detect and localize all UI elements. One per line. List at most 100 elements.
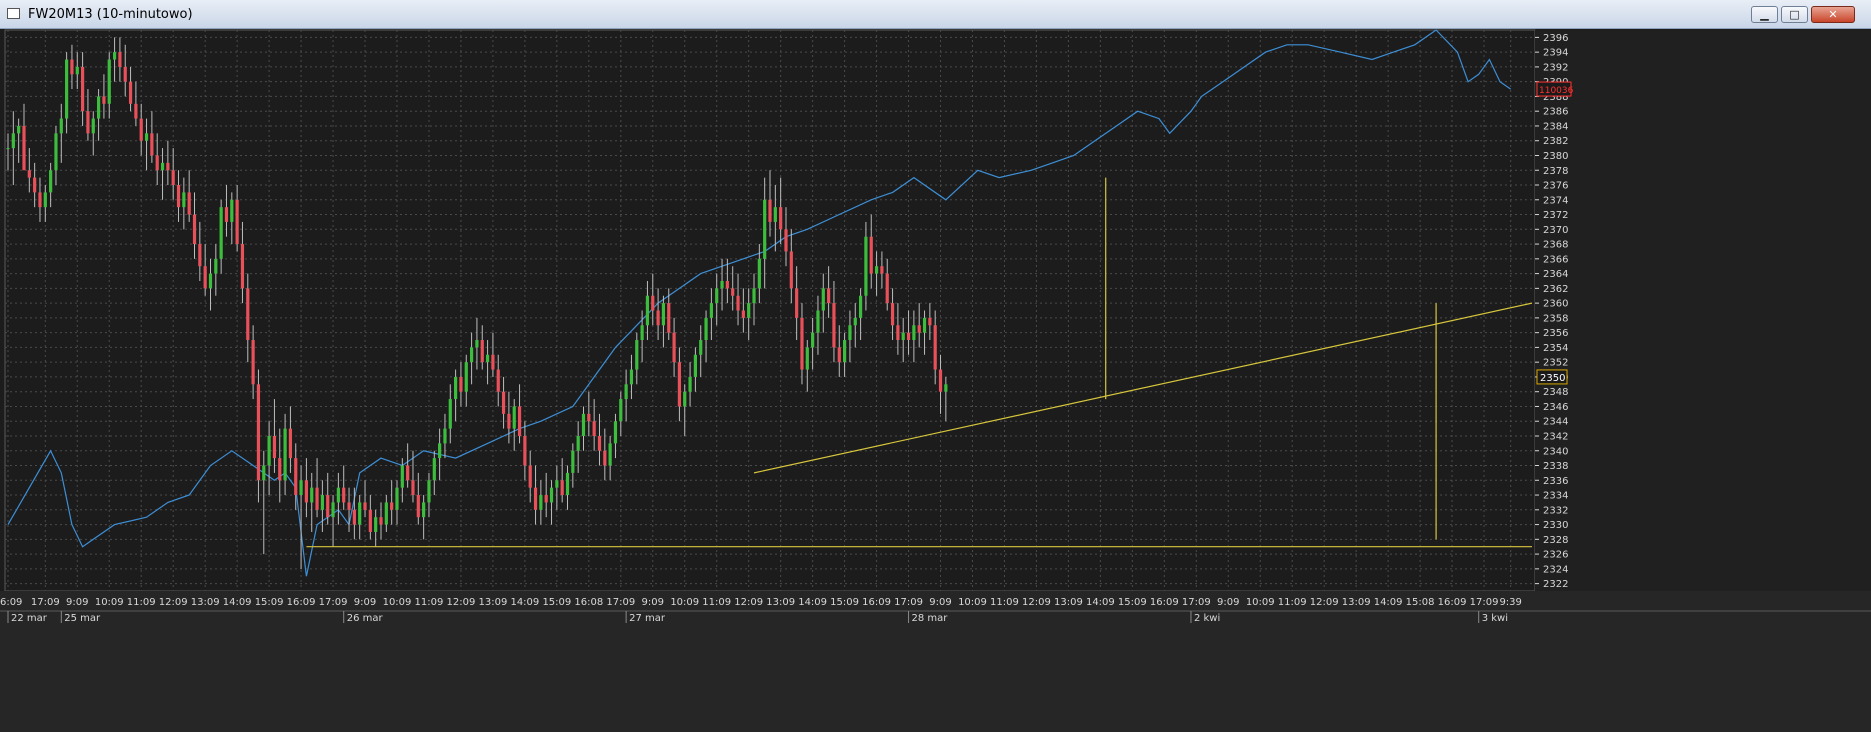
candle-body [725, 280, 729, 289]
candle [86, 89, 90, 141]
candle [608, 435, 612, 481]
candle-body [96, 96, 101, 119]
candle [91, 111, 95, 156]
x-tick-label: 9:39 [1499, 597, 1521, 608]
candle [651, 273, 655, 326]
candle [485, 340, 490, 385]
close-button[interactable]: ✕ [1811, 6, 1855, 23]
candle [715, 273, 719, 326]
maximize-button[interactable]: □ [1781, 6, 1808, 23]
candle-body [571, 450, 575, 473]
candle-body [896, 325, 900, 341]
candle [294, 443, 298, 510]
candle [278, 428, 282, 503]
x-tick-label: 14:09 [798, 597, 827, 608]
candle [517, 384, 522, 444]
candle-body [917, 325, 921, 333]
candle-body [827, 288, 831, 304]
y-tick-label: 2354 [1543, 343, 1568, 354]
date-tick-label: 28 mar [912, 613, 949, 624]
candle [693, 347, 697, 392]
date-tick-label: 25 mar [64, 613, 101, 624]
trend-line [753, 302, 1533, 474]
y-tick-label: 2332 [1543, 505, 1568, 516]
candle-body [390, 502, 394, 510]
candle-body [43, 192, 47, 208]
candle [848, 310, 852, 363]
x-tick-label: 9:09 [929, 597, 951, 608]
x-tick-label: 17:09 [894, 597, 923, 608]
x-tick-label: 16:09 [0, 597, 22, 608]
candle-body [549, 487, 554, 503]
candle [938, 354, 943, 414]
y-tick-label: 2330 [1543, 520, 1568, 531]
minimize-button[interactable]: ▁ [1751, 6, 1778, 23]
candle-body [198, 244, 202, 267]
y-tick-label: 2392 [1543, 62, 1568, 73]
candle-body [683, 391, 687, 407]
candle [262, 450, 266, 555]
x-tick-label: 14:09 [510, 597, 539, 608]
candle-body [922, 317, 927, 333]
candle [667, 288, 671, 341]
y-tick-label: 2358 [1543, 313, 1568, 324]
candle [928, 303, 932, 341]
candle-body [928, 317, 932, 326]
candle-body [821, 288, 825, 311]
candlestick-chart[interactable]: 2322 2324 2326 2328 2330 2332 2334 2336 2338 2340… [0, 28, 1871, 732]
candle [123, 44, 127, 97]
plot-area [4, 29, 1536, 592]
candle-body [640, 325, 644, 341]
candle-body [512, 406, 516, 429]
candle [496, 354, 500, 407]
candle [459, 362, 463, 407]
candle-body [75, 66, 79, 75]
candle [331, 495, 335, 547]
candle [832, 280, 836, 363]
candle [443, 413, 447, 459]
candle-body [272, 435, 277, 459]
candle [560, 458, 564, 503]
candle-body [443, 428, 447, 444]
candle-body [262, 465, 266, 481]
x-tick-label: 13:09 [1342, 597, 1371, 608]
candle [896, 303, 900, 355]
candle-body [720, 280, 724, 289]
candle [603, 428, 607, 481]
candle-body [843, 340, 847, 363]
candle-body [656, 310, 660, 326]
window-titlebar: FW20M13 (10-minutowo) ▁ □ ✕ [0, 0, 1871, 29]
candle [853, 303, 857, 348]
y-tick-label: 2382 [1543, 136, 1568, 147]
candle [816, 295, 820, 355]
candle-body [629, 369, 634, 385]
x-tick-label: 10:09 [1246, 597, 1275, 608]
candle-body [581, 413, 586, 436]
x-tick-label: 16:09 [862, 597, 891, 608]
candle-body [603, 450, 607, 466]
candle-body [17, 125, 21, 134]
candle [731, 266, 735, 311]
candle-body [155, 155, 159, 171]
candle [709, 288, 713, 341]
candle-body [624, 384, 628, 400]
candle-body [528, 465, 532, 488]
x-tick-label: 16:09 [1438, 597, 1467, 608]
y-tick-label: 2396 [1543, 33, 1568, 44]
x-tick-label: 12:09 [734, 597, 763, 608]
candle [379, 502, 383, 540]
candle-body [565, 472, 570, 496]
candle-body [128, 81, 133, 104]
candle [699, 325, 703, 377]
candle-body [752, 288, 756, 304]
candle-body [747, 303, 751, 318]
candle-body [400, 465, 404, 488]
candle [406, 443, 410, 488]
candle-body [422, 502, 426, 518]
x-tick-label: 11:09 [702, 597, 731, 608]
candle-body [944, 384, 948, 392]
candle [176, 170, 181, 222]
candle [390, 480, 394, 525]
candle [523, 421, 527, 481]
candle-body [480, 340, 484, 363]
